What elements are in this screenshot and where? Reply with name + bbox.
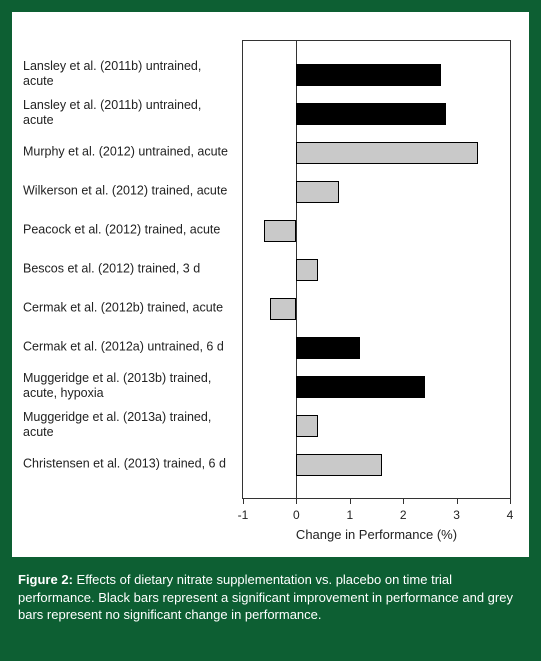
bar: [296, 376, 424, 398]
bar: [264, 220, 296, 242]
row-label: Cermak et al. (2012a) untrained, 6 d: [23, 339, 229, 354]
row-label: Wilkerson et al. (2012) trained, acute: [23, 183, 229, 198]
plot-area: Change in Performance (%) -101234: [242, 40, 511, 499]
bar: [296, 337, 360, 359]
chart-panel: Change in Performance (%) -101234 Lansle…: [12, 12, 529, 557]
x-tick-label: 1: [346, 508, 353, 522]
bar: [296, 181, 339, 203]
row-label: Muggeridge et al. (2013b) trained, acute…: [23, 371, 229, 401]
bar: [296, 142, 478, 164]
caption-text: Effects of dietary nitrate supplementati…: [18, 572, 513, 622]
x-tick: [296, 498, 297, 504]
row-label: Lansley et al. (2011b) untrained, acute: [23, 59, 229, 89]
x-tick: [510, 498, 511, 504]
row-label: Peacock et al. (2012) trained, acute: [23, 222, 229, 237]
bar: [296, 454, 381, 476]
row-label: Cermak et al. (2012b) trained, acute: [23, 300, 229, 315]
row-label: Bescos et al. (2012) trained, 3 d: [23, 261, 229, 276]
row-label: Murphy et al. (2012) untrained, acute: [23, 144, 229, 159]
bar: [270, 298, 297, 320]
x-tick-label: -1: [238, 508, 249, 522]
x-tick: [350, 498, 351, 504]
x-axis-title: Change in Performance (%): [296, 527, 457, 542]
row-label: Lansley et al. (2011b) untrained, acute: [23, 98, 229, 128]
x-tick-label: 3: [453, 508, 460, 522]
x-tick-label: 2: [400, 508, 407, 522]
bar: [296, 259, 317, 281]
figure-caption: Figure 2: Effects of dietary nitrate sup…: [12, 557, 529, 624]
x-tick-label: 0: [293, 508, 300, 522]
row-label: Christensen et al. (2013) trained, 6 d: [23, 456, 229, 471]
x-tick: [243, 498, 244, 504]
x-tick: [457, 498, 458, 504]
caption-prefix: Figure 2:: [18, 572, 73, 587]
bar: [296, 103, 446, 125]
row-label: Muggeridge et al. (2013a) trained, acute: [23, 410, 229, 440]
x-tick-label: 4: [507, 508, 514, 522]
x-tick: [403, 498, 404, 504]
bar: [296, 64, 440, 86]
bar: [296, 415, 317, 437]
